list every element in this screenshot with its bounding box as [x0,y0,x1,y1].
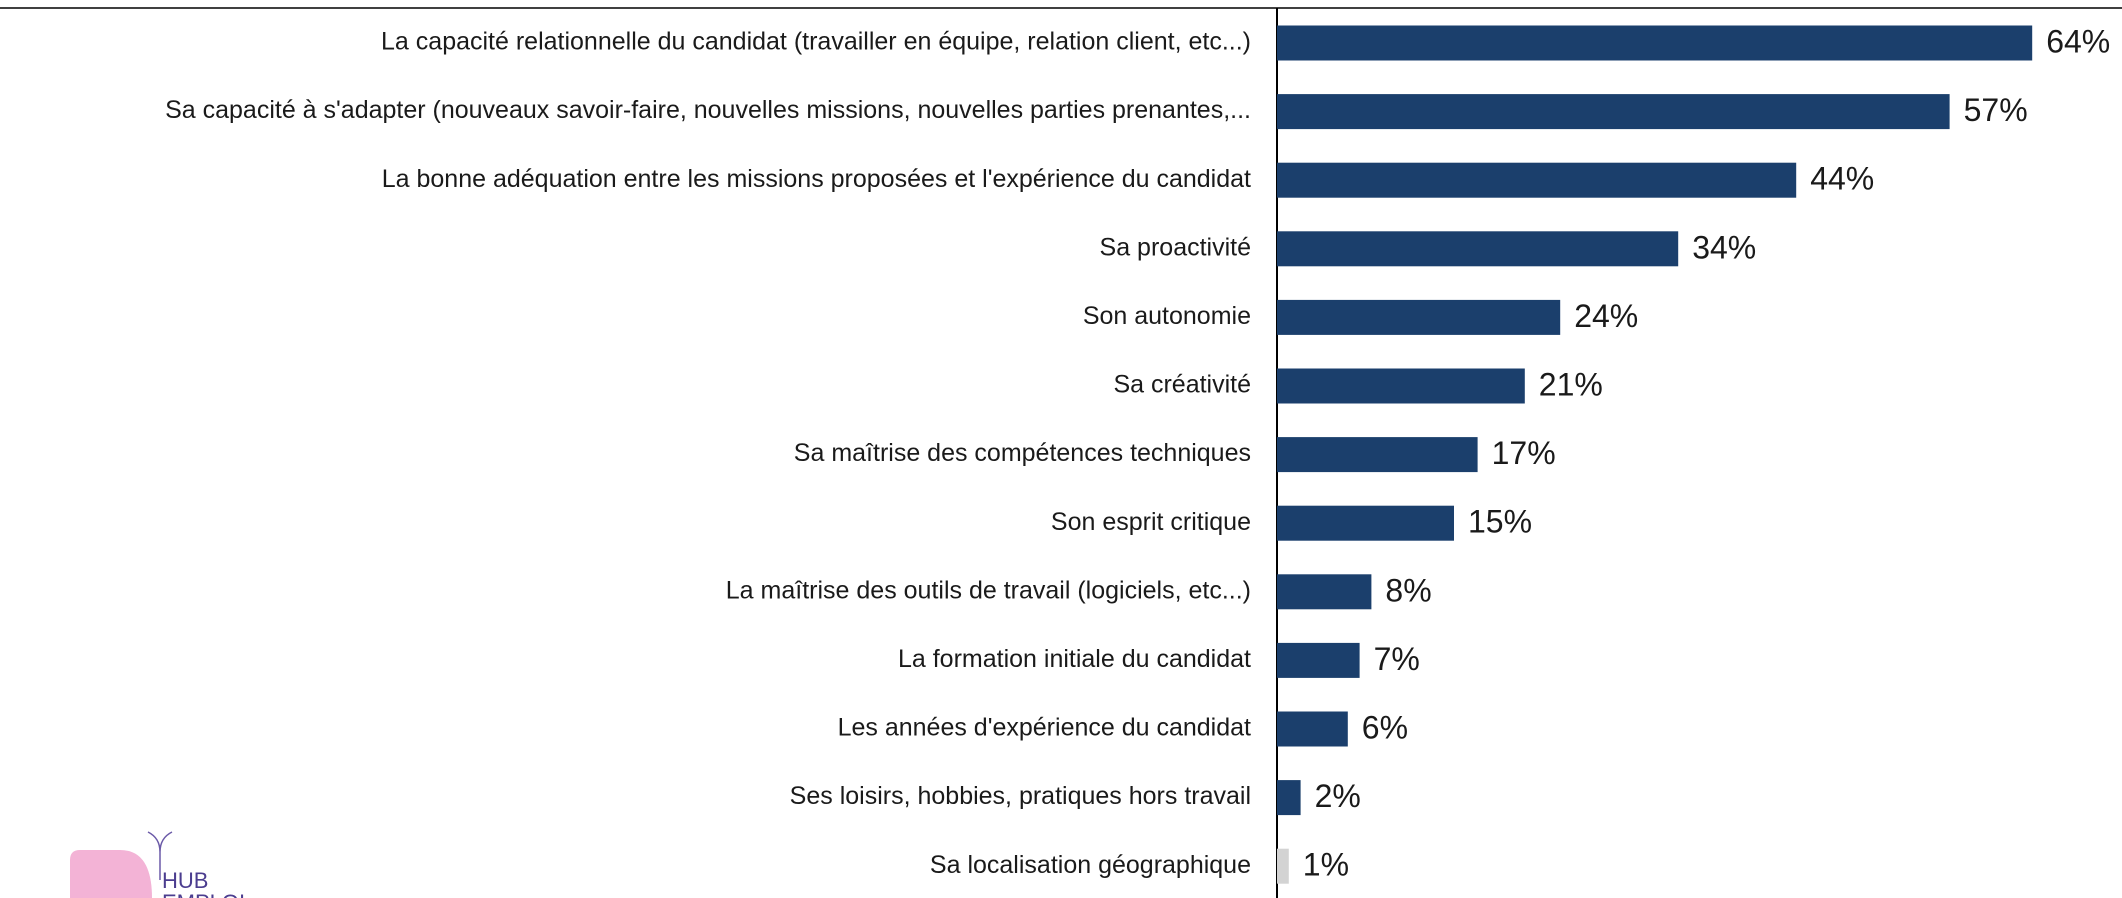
bar [1277,299,1561,335]
category-label: Sa créativité [1113,371,1251,399]
category-label: Sa localisation géographique [930,851,1251,879]
logo-stem [147,831,173,880]
value-label: 44% [1810,161,1874,197]
bar [1277,780,1301,816]
logo-shape [70,850,152,898]
bar [1277,505,1454,541]
value-label: 8% [1385,572,1431,608]
category-label: Ses loisirs, hobbies, pratiques hors tra… [790,782,1251,810]
bar [1277,368,1525,404]
value-label: 21% [1539,366,1603,402]
bar [1277,25,2033,61]
value-label: 24% [1574,298,1638,334]
bar [1277,94,1950,130]
value-label: 64% [2046,23,2110,59]
logo-text: EMPLOI [162,890,245,898]
category-label: Son esprit critique [1051,508,1251,536]
bar [1277,711,1348,747]
category-label: La maîtrise des outils de travail (logic… [726,576,1251,604]
category-label: Sa capacité à s'adapter (nouveaux savoir… [165,96,1251,124]
value-label: 15% [1468,504,1532,540]
value-label: 34% [1692,229,1756,265]
bar [1277,437,1478,473]
category-label: Sa maîtrise des compétences techniques [794,439,1251,467]
value-label: 6% [1362,709,1408,745]
value-label: 17% [1492,435,1556,471]
value-label: 57% [1964,92,2028,128]
category-label: Son autonomie [1083,302,1251,330]
category-label: La formation initiale du candidat [898,645,1251,673]
bar [1277,642,1360,678]
category-label: Les années d'expérience du candidat [838,714,1251,742]
value-label: 2% [1315,778,1361,814]
bar [1277,848,1289,884]
bar [1277,231,1679,267]
bar [1277,162,1797,198]
value-label: 7% [1374,641,1420,677]
logo-text: HUB [162,868,208,893]
value-label: 1% [1303,847,1349,883]
logo: HUB EMPLOI [70,831,245,898]
category-label: La bonne adéquation entre les missions p… [382,165,1251,193]
category-label: La capacité relationnelle du candidat (t… [381,28,1251,56]
category-label: Sa proactivité [1100,233,1251,261]
bar [1277,574,1372,610]
